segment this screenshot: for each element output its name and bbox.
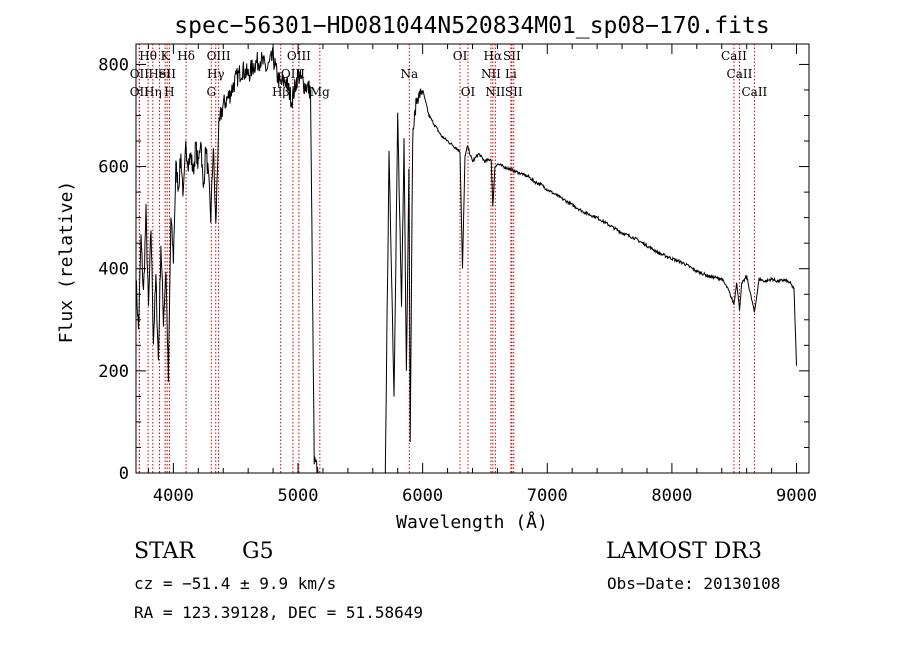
- line-marker-label: Hθ: [139, 49, 157, 63]
- line-marker-label: OIII: [287, 49, 311, 63]
- line-marker-label: OI: [461, 85, 476, 99]
- plot-frame: [135, 43, 810, 474]
- object-class: STAR: [134, 539, 195, 564]
- line-marker-label: Na: [400, 67, 418, 81]
- line-marker-label: Hη: [144, 85, 162, 99]
- y-tick-label: 400: [98, 260, 129, 280]
- y-tick-label: 600: [98, 158, 129, 178]
- y-tick-label: 200: [98, 362, 129, 382]
- chart-title: spec−56301−HD081044N520834M01_sp08−170.f…: [174, 13, 769, 39]
- x-tick-label: 6000: [402, 486, 443, 506]
- line-marker-label: Li: [505, 67, 517, 81]
- x-tick-label: 4000: [153, 486, 194, 506]
- line-marker-label: HeI: [148, 67, 171, 81]
- x-tick-label: 7000: [527, 486, 568, 506]
- line-marker-label: CaII: [721, 49, 747, 63]
- observation-date: Obs−Date: 20130108: [607, 574, 781, 593]
- survey-name: LAMOST DR3: [606, 539, 762, 564]
- y-axis-label: Flux (relative): [56, 181, 77, 344]
- object-subclass: G5: [242, 539, 274, 564]
- line-marker-label: G: [206, 85, 216, 99]
- line-marker-label: SII: [505, 85, 523, 99]
- x-axis-label: Wavelength (Å): [396, 511, 548, 533]
- x-tick-label: 5000: [278, 486, 319, 506]
- line-marker-label: Mg: [310, 85, 330, 99]
- x-tick-label: 8000: [651, 486, 692, 506]
- x-tick-label: 9000: [776, 486, 817, 506]
- line-marker-label: NII: [481, 67, 501, 81]
- y-tick-label: 0: [119, 464, 129, 484]
- line-marker-label: Hβ: [272, 85, 289, 99]
- line-marker-label: CaII: [727, 67, 753, 81]
- line-marker-label: SII: [158, 67, 176, 81]
- line-marker-label: OII: [130, 85, 150, 99]
- line-marker-label: OI: [453, 49, 468, 63]
- line-marker-label: SII: [503, 49, 521, 63]
- line-marker-label: CaII: [741, 85, 767, 99]
- redshift-velocity: cz = −51.4 ± 9.9 km/s: [134, 574, 337, 593]
- y-tick-label: 800: [98, 55, 129, 75]
- line-marker-label: H: [164, 85, 174, 99]
- sky-coordinates: RA = 123.39128, DEC = 51.58649: [134, 603, 423, 622]
- line-marker-label: NII: [485, 85, 505, 99]
- line-marker-label: Hγ: [207, 67, 225, 81]
- line-marker-label: OIII: [207, 49, 231, 63]
- line-marker-label: Hδ: [177, 49, 195, 63]
- line-marker-label: K: [161, 49, 171, 63]
- line-marker-label: OII: [130, 67, 150, 81]
- axis-ticks: 4000 5000 6000 7000 8000 9000 0 200 400 600 800: [98, 44, 817, 506]
- line-marker-label: Hα: [484, 49, 503, 63]
- spectrum-line: [135, 46, 797, 474]
